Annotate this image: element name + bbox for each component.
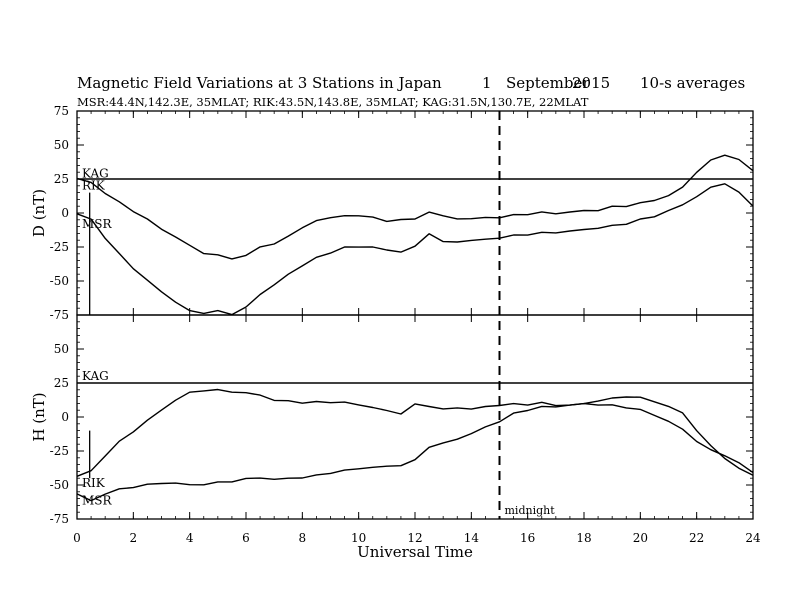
x-tick-label: 22 xyxy=(689,531,704,545)
series-msr-line xyxy=(76,402,754,502)
y-tick-label: 0 xyxy=(61,206,69,220)
x-tick-label: 10 xyxy=(351,531,366,545)
x-tick-label: 18 xyxy=(576,531,591,545)
panel-frame-0 xyxy=(76,110,754,316)
y-tick-label: -75 xyxy=(50,308,69,322)
y-tick-label: -50 xyxy=(50,274,69,288)
midnight-label: midnight xyxy=(505,504,556,517)
y-tick-label: 75 xyxy=(54,104,69,118)
series-label-rik: RIK xyxy=(82,178,106,192)
chart-date-year: 2015 xyxy=(572,74,610,92)
series-label-kag: KAG xyxy=(82,166,109,180)
x-tick-label: 14 xyxy=(464,531,480,545)
x-tick-label: 12 xyxy=(407,531,422,545)
y-tick-label: -75 xyxy=(50,512,69,526)
series-msr-line xyxy=(76,183,754,316)
chart-title: Magnetic Field Variations at 3 Stations … xyxy=(77,74,442,92)
series-label-msr: MSR xyxy=(82,494,113,508)
series-label-msr: MSR xyxy=(82,217,113,231)
station-coordinates: MSR:44.4N,142.3E, 35MLAT; RIK:43.5N,143.… xyxy=(77,95,589,109)
panel-frame-1 xyxy=(76,314,754,520)
chart-date-day: 1 xyxy=(482,74,492,92)
x-tick-label: 8 xyxy=(299,531,307,545)
x-tick-label: 0 xyxy=(73,531,81,545)
y-tick-label: 25 xyxy=(54,376,69,390)
y-tick-label: -25 xyxy=(50,444,69,458)
x-tick-label: 16 xyxy=(520,531,535,545)
series-rik-line xyxy=(76,154,754,260)
y-tick-label: 50 xyxy=(54,138,69,152)
y-tick-label: 0 xyxy=(61,410,69,424)
y-axis-label: D (nT) xyxy=(30,189,48,237)
chart-date-month: September xyxy=(506,74,590,92)
x-axis-label: Universal Time xyxy=(357,543,473,561)
y-tick-label: -25 xyxy=(50,240,69,254)
series-rik-line xyxy=(76,388,754,477)
x-tick-label: 24 xyxy=(745,531,761,545)
x-tick-label: 6 xyxy=(242,531,250,545)
x-tick-label: 4 xyxy=(186,531,194,545)
x-tick-label: 20 xyxy=(633,531,648,545)
x-tick-label: 2 xyxy=(130,531,138,545)
y-tick-label: -50 xyxy=(50,478,69,492)
series-label-rik: RIK xyxy=(82,476,106,490)
chart-averaging: 10-s averages xyxy=(640,74,745,92)
y-tick-label: 25 xyxy=(54,172,69,186)
series-label-kag: KAG xyxy=(82,369,109,383)
y-axis-label: H (nT) xyxy=(30,392,48,441)
y-tick-label: 50 xyxy=(54,342,69,356)
